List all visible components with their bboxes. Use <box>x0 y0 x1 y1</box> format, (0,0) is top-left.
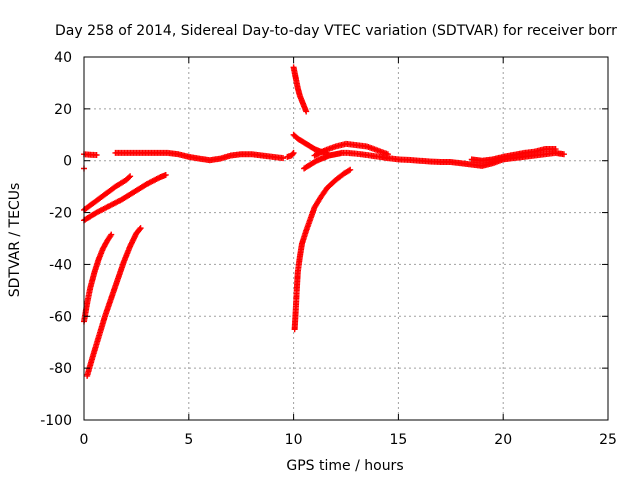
data-point <box>303 108 310 115</box>
data-points <box>81 64 567 379</box>
data-point <box>345 167 352 174</box>
x-tick-label: 20 <box>494 432 512 448</box>
grid <box>84 57 608 420</box>
data-point <box>107 232 114 239</box>
data-point <box>560 151 567 158</box>
chart-title: Day 258 of 2014, Sidereal Day-to-day VTE… <box>55 23 617 39</box>
x-tick-label: 0 <box>80 432 89 448</box>
y-tick-label: 0 <box>63 154 72 170</box>
y-tick-label: -80 <box>49 361 72 377</box>
y-axis-label: SDTVAR / TECUs <box>7 183 23 298</box>
data-point <box>126 174 133 181</box>
data-point <box>108 231 115 238</box>
data-point <box>280 155 287 162</box>
x-axis-label: GPS time / hours <box>286 458 403 474</box>
y-tick-label: -60 <box>49 309 72 325</box>
x-tick-label: 25 <box>599 432 617 448</box>
y-axis-ticks: -100 -80 -60 -40 -20 0 20 40 <box>40 50 608 429</box>
x-tick-label: 15 <box>389 432 407 448</box>
x-axis-ticks: 0 5 10 15 20 25 <box>80 57 617 448</box>
y-tick-label: -20 <box>49 206 72 222</box>
y-tick-label: -40 <box>49 257 72 273</box>
data-point <box>347 166 354 173</box>
y-tick-label: 40 <box>54 50 72 66</box>
data-point <box>552 146 559 153</box>
plot-frame <box>83 56 609 421</box>
x-tick-label: 5 <box>184 432 193 448</box>
y-tick-label: -100 <box>40 413 72 429</box>
x-tick-label: 10 <box>285 432 303 448</box>
data-point <box>93 152 100 159</box>
data-point <box>127 173 134 180</box>
data-point <box>137 225 144 232</box>
data-point <box>136 226 143 233</box>
y-tick-label: 20 <box>54 102 72 118</box>
data-point <box>290 149 297 156</box>
data-point <box>162 171 169 178</box>
